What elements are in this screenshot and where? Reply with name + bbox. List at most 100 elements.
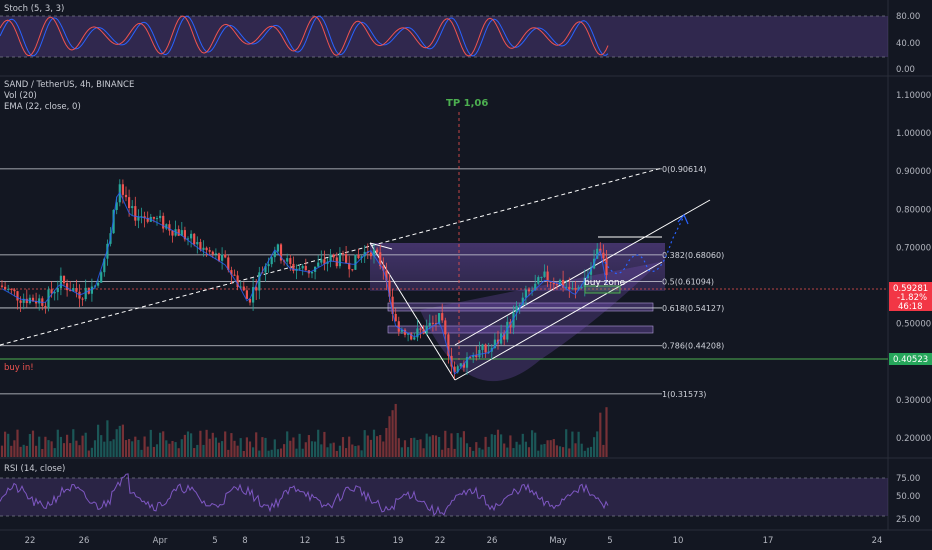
time-tick: 26 bbox=[79, 536, 90, 546]
volume-bar bbox=[388, 416, 391, 457]
candle-body bbox=[273, 251, 276, 258]
volume-bar bbox=[124, 440, 128, 457]
volume-bar bbox=[314, 441, 317, 457]
volume-bar bbox=[385, 428, 388, 457]
ema-legend[interactable]: EMA (22, close, 0) bbox=[4, 102, 81, 112]
fib-label: 0.5(0.61094) bbox=[662, 277, 714, 286]
candle-body bbox=[434, 323, 438, 325]
volume-bar bbox=[583, 450, 586, 457]
stoch-legend[interactable]: Stoch (5, 3, 3) bbox=[4, 4, 65, 14]
rsi-tick-75: 75.00 bbox=[896, 474, 920, 484]
volume-bar bbox=[31, 430, 35, 457]
candle-body bbox=[186, 238, 190, 240]
candle-body bbox=[555, 284, 558, 286]
rsi-band bbox=[0, 478, 888, 516]
candle-body bbox=[456, 366, 459, 373]
volume-bar bbox=[258, 450, 261, 457]
stoch-tick-80: 80.00 bbox=[896, 12, 920, 22]
stoch-line bbox=[0, 15, 609, 57]
candle-body bbox=[279, 244, 283, 261]
candle-body bbox=[180, 230, 183, 236]
volume-bar bbox=[211, 432, 214, 457]
candle-body bbox=[199, 241, 202, 250]
buy-zone-label: buy zone bbox=[584, 278, 626, 288]
candle-body bbox=[90, 286, 93, 294]
volume-bar bbox=[168, 443, 171, 457]
candle-body bbox=[503, 333, 506, 340]
volume-bar bbox=[193, 448, 196, 457]
channel-down-line bbox=[369, 242, 456, 381]
candle-body bbox=[103, 258, 106, 273]
volume-bar bbox=[351, 444, 354, 457]
volume-bar bbox=[242, 450, 245, 457]
candle-body bbox=[131, 206, 134, 209]
candle-body bbox=[264, 266, 267, 273]
volume-bar bbox=[447, 448, 450, 457]
candle-body bbox=[320, 259, 323, 263]
volume-bar bbox=[273, 439, 276, 457]
volume-bar bbox=[317, 429, 320, 457]
fib-label: 0(0.90614) bbox=[662, 165, 706, 174]
candle-body bbox=[512, 312, 515, 328]
volume-bar bbox=[422, 448, 425, 457]
candle-body bbox=[521, 297, 524, 306]
time-tick: 8 bbox=[242, 536, 247, 546]
volume-bar bbox=[295, 448, 298, 457]
volume-bar bbox=[320, 444, 323, 457]
candle-body bbox=[50, 289, 53, 294]
candle-body bbox=[400, 329, 403, 332]
volume-bar bbox=[93, 440, 97, 457]
volume-bar bbox=[509, 435, 512, 457]
candle-body bbox=[376, 249, 379, 253]
candle-body bbox=[382, 266, 385, 271]
candle-body bbox=[56, 288, 59, 293]
candle-body bbox=[286, 258, 289, 262]
volume-bar bbox=[128, 439, 131, 457]
candle-body bbox=[546, 271, 549, 282]
candle-body bbox=[236, 275, 239, 288]
volume-bar bbox=[84, 432, 87, 457]
candle-body bbox=[261, 272, 264, 274]
candle-body bbox=[583, 278, 586, 288]
candle-body bbox=[416, 328, 419, 338]
projection-arrow-icon bbox=[677, 213, 689, 225]
volume-bar bbox=[103, 441, 106, 457]
candle-body bbox=[140, 216, 143, 218]
volume-bar bbox=[558, 446, 562, 457]
candle-body bbox=[242, 286, 245, 291]
current-price-badge bbox=[889, 282, 932, 311]
volume-bar bbox=[537, 450, 540, 457]
candle-body bbox=[38, 298, 41, 304]
candle-body bbox=[410, 333, 413, 340]
symbol-legend[interactable]: SAND / TetherUS, 4h, BINANCE bbox=[4, 80, 135, 90]
time-axis[interactable]: 22 26 Apr 5 8 12 15 19 22 26 May 5 10 17 24 bbox=[25, 536, 883, 546]
channel-up-lower bbox=[454, 261, 663, 381]
volume-bar bbox=[255, 432, 258, 457]
volume-bar bbox=[605, 407, 608, 457]
volume-bar bbox=[180, 439, 183, 457]
stoch-tick-40: 40.00 bbox=[896, 39, 920, 49]
rsi-legend[interactable]: RSI (14, close) bbox=[4, 464, 66, 474]
candle-body bbox=[69, 290, 72, 292]
volume-bar bbox=[354, 446, 357, 457]
candle-body bbox=[481, 344, 484, 350]
candle-body bbox=[44, 305, 47, 308]
volume-bar bbox=[391, 410, 394, 457]
vol-legend[interactable]: Vol (20) bbox=[4, 91, 37, 101]
candle-body bbox=[13, 289, 16, 292]
volume-bar bbox=[149, 429, 152, 457]
volume-bar bbox=[109, 441, 112, 457]
candle-body bbox=[292, 263, 295, 271]
volume-bar bbox=[301, 448, 304, 457]
candle-body bbox=[447, 334, 450, 356]
candle-body bbox=[354, 254, 357, 270]
time-tick: 19 bbox=[393, 536, 404, 546]
candle-body bbox=[558, 279, 562, 286]
current-price-countdown: 46:18 bbox=[898, 302, 923, 312]
long-trendline bbox=[0, 167, 663, 346]
volume-bar bbox=[162, 431, 165, 457]
candle-body bbox=[537, 277, 540, 284]
volume-bar bbox=[360, 450, 363, 457]
candle-body bbox=[221, 254, 224, 261]
